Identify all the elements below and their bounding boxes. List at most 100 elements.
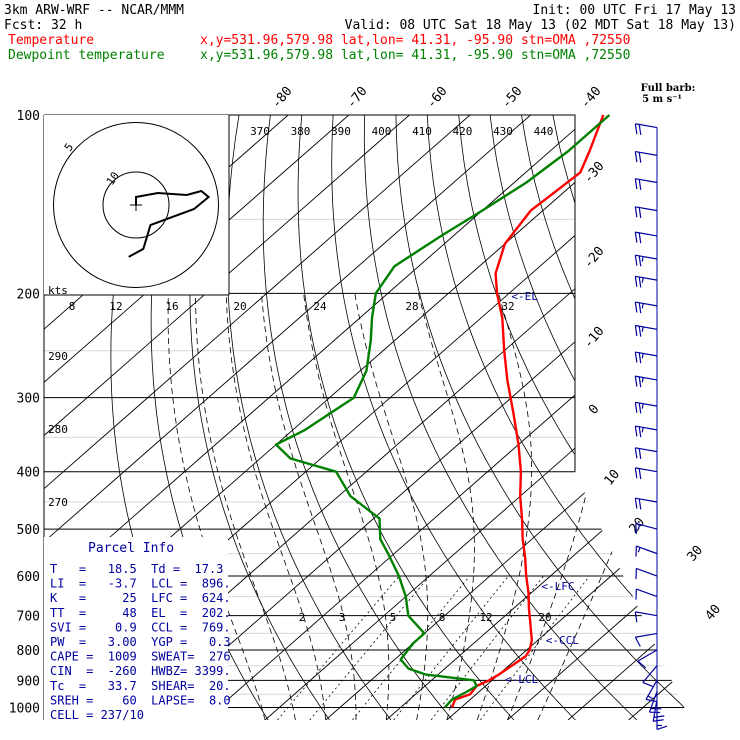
mixing-ratio-label: 20: [538, 611, 551, 624]
isotherm-label: -40: [578, 84, 605, 112]
dry-adiabat-line: [458, 115, 690, 720]
wind-barb: [635, 425, 658, 431]
wind-barb: [648, 691, 658, 713]
isotherm-line: [628, 115, 690, 720]
isotherm-line: [567, 115, 690, 720]
wind-barb: [635, 611, 658, 617]
wind-barb-flag: [638, 302, 642, 314]
dry-adiabat-line: [331, 115, 576, 720]
theta-label: 380: [291, 125, 311, 138]
moist-adiabat-line: [225, 293, 327, 720]
wind-barb: [635, 497, 658, 503]
wind-barb-flag: [637, 660, 647, 669]
level-marker: <-EL: [511, 290, 538, 303]
wind-barb-flag: [638, 124, 642, 135]
wind-barb: [635, 231, 658, 237]
wind-barb-half: [641, 277, 644, 283]
hodograph-speed-label: 12: [109, 300, 122, 313]
wind-barb: [636, 588, 658, 598]
moist-adiabat-line: [261, 293, 357, 720]
moist-adiabat-line: [476, 293, 532, 720]
moist-adiabat-line: [354, 293, 429, 720]
wind-barb-half: [641, 303, 644, 309]
wind-barb-flag: [638, 426, 642, 438]
hodograph-speed-label: 28: [405, 300, 418, 313]
wind-barb: [635, 206, 658, 212]
wind-barb: [635, 467, 658, 473]
dry-adiabat-line: [521, 115, 690, 720]
hodograph-ring-label: 10: [104, 169, 122, 187]
wind-barb-flag: [634, 255, 638, 266]
parcel-info-row: Tc = 33.7 SHEAR= 20.: [50, 679, 231, 693]
wind-barb-flag: [634, 498, 638, 509]
barb-legend-line2: 5 m s⁻¹: [642, 94, 682, 105]
pressure-tick-label: 1000: [9, 701, 40, 716]
wind-barb: [642, 665, 658, 683]
wind-barb: [636, 567, 658, 577]
mixing-ratio-label: 5: [390, 611, 397, 624]
mixing-ratio-line: [393, 575, 509, 720]
theta-label: 430: [493, 125, 513, 138]
wind-barb: [635, 632, 658, 638]
parcel-info-row: SVI = 0.9 CCL = 769.: [50, 620, 231, 634]
isotherm-line: [44, 115, 592, 720]
parcel-info-row: CAPE = 1009 SWEAT= 276: [50, 650, 231, 664]
wind-barb: [635, 178, 658, 184]
hodograph-speed-label: 16: [165, 300, 178, 313]
wind-barb-flag: [634, 301, 638, 313]
sounding-profiles: <-EL <-LFC <-CCL <-LCL: [274, 114, 611, 709]
hodograph-speed-label: 8: [69, 300, 76, 313]
level-marker: <-LFC: [541, 580, 574, 593]
mixing-ratio-line: [277, 575, 400, 720]
legend-temperature-location: x,y=531.96,579.98 lat,lon= 41.31, -95.90…: [200, 33, 630, 48]
wind-barb-flag: [638, 352, 642, 364]
moist-adiabat-line: [195, 293, 296, 720]
dry-adiabat-line: [489, 115, 690, 720]
parcel-info-row: SREH = 60 LAPSE= 8.0: [50, 693, 231, 707]
dry-adiabat-line: [710, 115, 740, 720]
wind-barb-flag: [638, 468, 642, 480]
isotherm-label: 30: [685, 543, 707, 565]
wind-barb-flag: [638, 232, 642, 244]
hodograph-speed-label: 32: [501, 300, 514, 313]
wind-barb: [635, 351, 658, 357]
parcel-info-box: Parcel Info T = 18.5 Td = 17.3LI = -3.7 …: [44, 537, 231, 727]
hodograph-trace: [128, 189, 211, 258]
wind-barb-half: [641, 256, 644, 262]
mixing-ratio-line: [430, 575, 544, 720]
pressure-tick-label: 200: [17, 287, 40, 302]
dry-adiabat-line: [552, 115, 690, 720]
parcel-info-row: PW = 3.00 YGP = 0.3: [50, 635, 231, 649]
wind-barb-half: [641, 427, 644, 433]
wind-barb-flag: [634, 151, 638, 163]
wind-barb-flag: [638, 179, 642, 190]
pressure-tick-label: 700: [17, 610, 40, 625]
wind-barb-half: [647, 695, 653, 699]
wind-barb: [635, 150, 658, 156]
isotherm-line: [143, 115, 690, 720]
wind-barb-flag: [638, 152, 642, 163]
wind-barb-flag: [634, 123, 638, 135]
wind-barb-flag: [634, 276, 638, 287]
wind-barb-flag: [634, 206, 638, 218]
wind-barb-flag: [634, 611, 638, 623]
theta-label: 420: [453, 125, 473, 138]
legend-dewpoint-location: x,y=531.96,579.98 lat,lon= 41.31, -95.90…: [200, 48, 630, 63]
parcel-info-row: K = 25 LFC = 624.: [50, 591, 231, 605]
hodograph-units: kts: [48, 284, 68, 297]
parcel-info-row: TT = 48 EL = 202.: [50, 606, 231, 620]
wind-barb-flag: [638, 255, 642, 267]
isotherm-label: -20: [581, 244, 608, 272]
mixing-ratio-label: 3: [339, 611, 346, 624]
wind-barb-half: [641, 403, 644, 409]
wind-barb-flag: [634, 232, 638, 243]
hodograph-speed-label: 20: [233, 300, 246, 313]
wind-barb-flag: [653, 715, 665, 718]
pressure-tick-label: 800: [17, 644, 40, 659]
isotherm-label: -50: [499, 84, 526, 112]
wind-barb: [635, 275, 658, 281]
wind-barb-flag: [645, 698, 657, 703]
mixing-ratio-label: 2: [299, 611, 306, 624]
